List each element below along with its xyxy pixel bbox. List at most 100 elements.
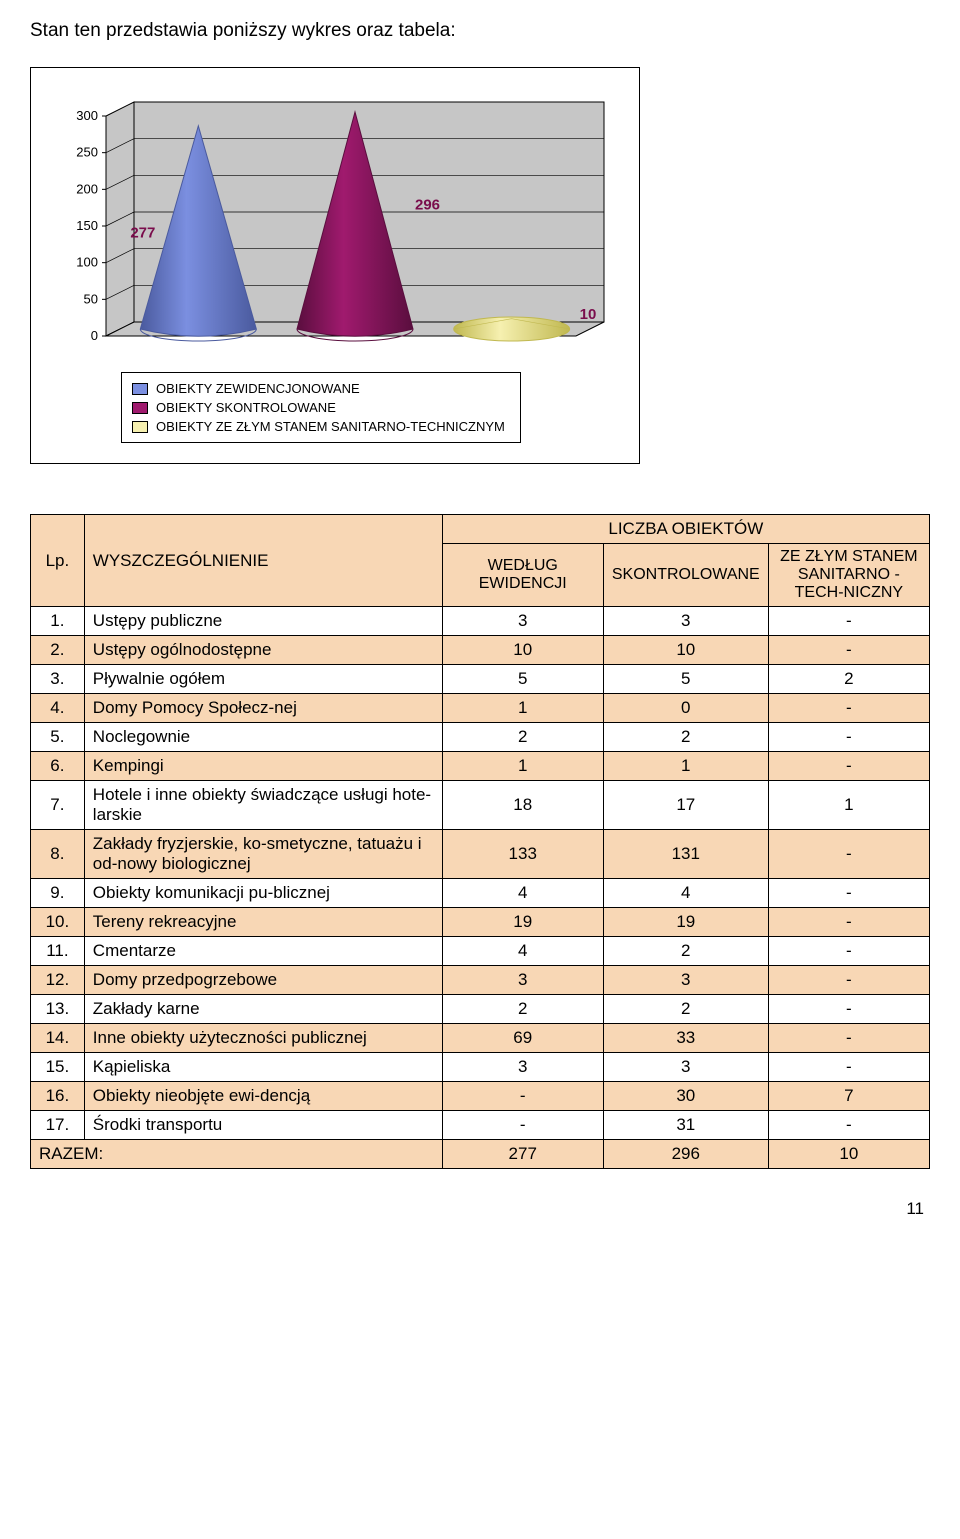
cell-value: - [768, 1024, 929, 1053]
chart-plot: 05010015020025030027729610 [51, 86, 611, 366]
svg-text:100: 100 [76, 255, 98, 270]
svg-text:300: 300 [76, 108, 98, 123]
cell-lp: 9. [31, 879, 85, 908]
legend-label: OBIEKTY ZEWIDENCJONOWANE [156, 381, 360, 396]
cell-value: 17 [603, 781, 768, 830]
cell-value: 1 [603, 752, 768, 781]
legend-swatch [132, 402, 148, 414]
cell-lp: 11. [31, 937, 85, 966]
cell-value: 3 [603, 966, 768, 995]
col-header-sub: SKONTROLOWANE [603, 544, 768, 607]
cell-lp: 13. [31, 995, 85, 1024]
cell-lp: 15. [31, 1053, 85, 1082]
table-row: 9.Obiekty komunikacji pu-blicznej44- [31, 879, 930, 908]
cell-value: - [768, 752, 929, 781]
cell-lp: 12. [31, 966, 85, 995]
legend-item: OBIEKTY ZE ZŁYM STANEM SANITARNO-TECHNIC… [132, 417, 510, 436]
cell-value: 69 [442, 1024, 603, 1053]
cell-value: 33 [603, 1024, 768, 1053]
cell-total-label: RAZEM: [31, 1140, 443, 1169]
cell-value: 131 [603, 830, 768, 879]
cell-name: Hotele i inne obiekty świadczące usługi … [84, 781, 442, 830]
table-row: 8.Zakłady fryzjerskie, ko-smetyczne, tat… [31, 830, 930, 879]
cell-name: Zakłady karne [84, 995, 442, 1024]
cell-value: - [768, 1111, 929, 1140]
cell-value: 3 [442, 1053, 603, 1082]
table-row: 10.Tereny rekreacyjne1919- [31, 908, 930, 937]
cell-value: 4 [442, 937, 603, 966]
legend-swatch [132, 383, 148, 395]
cell-name: Ustępy publiczne [84, 607, 442, 636]
cell-value: 3 [603, 607, 768, 636]
cell-lp: 2. [31, 636, 85, 665]
cell-lp: 8. [31, 830, 85, 879]
col-header-sub: WEDŁUG EWIDENCJI [442, 544, 603, 607]
cell-name: Ustępy ogólnodostępne [84, 636, 442, 665]
chart-container: 05010015020025030027729610 OBIEKTY ZEWID… [30, 67, 640, 464]
cell-value: 2 [768, 665, 929, 694]
cell-name: Kąpieliska [84, 1053, 442, 1082]
table-row: 11.Cmentarze42- [31, 937, 930, 966]
cell-name: Noclegownie [84, 723, 442, 752]
cell-value: 2 [442, 723, 603, 752]
table-row: 4.Domy Pomocy Społecz-nej10- [31, 694, 930, 723]
intro-text: Stan ten przedstawia poniższy wykres ora… [30, 20, 930, 42]
cell-value: 3 [603, 1053, 768, 1082]
svg-text:0: 0 [91, 328, 98, 343]
table-row: 1.Ustępy publiczne33- [31, 607, 930, 636]
cell-value: - [768, 830, 929, 879]
table-total-row: RAZEM:27729610 [31, 1140, 930, 1169]
cell-value: 10 [442, 636, 603, 665]
chart-svg: 05010015020025030027729610 [51, 86, 611, 366]
cell-value: 10 [603, 636, 768, 665]
table-row: 5.Noclegownie22- [31, 723, 930, 752]
svg-text:250: 250 [76, 145, 98, 160]
cell-value: 5 [603, 665, 768, 694]
cell-value: 31 [603, 1111, 768, 1140]
cell-value: - [442, 1111, 603, 1140]
cell-total-value: 10 [768, 1140, 929, 1169]
svg-text:200: 200 [76, 181, 98, 196]
table-row: 17.Środki transportu-31- [31, 1111, 930, 1140]
table-row: 15.Kąpieliska33- [31, 1053, 930, 1082]
cell-lp: 14. [31, 1024, 85, 1053]
cell-value: 30 [603, 1082, 768, 1111]
cell-value: 1 [442, 752, 603, 781]
table-row: 16.Obiekty nieobjęte ewi-dencją-307 [31, 1082, 930, 1111]
legend-item: OBIEKTY ZEWIDENCJONOWANE [132, 379, 510, 398]
cell-total-value: 296 [603, 1140, 768, 1169]
cell-value: - [768, 879, 929, 908]
table-row: 13.Zakłady karne22- [31, 995, 930, 1024]
cell-value: 7 [768, 1082, 929, 1111]
cell-value: 0 [603, 694, 768, 723]
cell-value: - [768, 937, 929, 966]
cell-lp: 5. [31, 723, 85, 752]
cell-value: - [768, 966, 929, 995]
col-header-liczba: LICZBA OBIEKTÓW [442, 515, 929, 544]
cell-value: - [768, 995, 929, 1024]
legend-label: OBIEKTY ZE ZŁYM STANEM SANITARNO-TECHNIC… [156, 419, 505, 434]
cell-value: - [768, 694, 929, 723]
cell-name: Cmentarze [84, 937, 442, 966]
cell-value: - [768, 908, 929, 937]
data-table: Lp.WYSZCZEGÓLNIENIELICZBA OBIEKTÓWWEDŁUG… [30, 514, 930, 1169]
cell-lp: 6. [31, 752, 85, 781]
cell-value: 4 [442, 879, 603, 908]
cell-value: 2 [603, 723, 768, 752]
svg-text:50: 50 [84, 291, 98, 306]
cell-name: Domy Pomocy Społecz-nej [84, 694, 442, 723]
svg-text:10: 10 [580, 306, 597, 323]
cell-value: 19 [442, 908, 603, 937]
cell-value: 18 [442, 781, 603, 830]
cell-value: 133 [442, 830, 603, 879]
cell-name: Kempingi [84, 752, 442, 781]
cell-value: 19 [603, 908, 768, 937]
col-header-sub: ZE ZŁYM STANEM SANITARNO - TECH-NICZNY [768, 544, 929, 607]
cell-value: 2 [442, 995, 603, 1024]
cell-name: Domy przedpogrzebowe [84, 966, 442, 995]
table-row: 14.Inne obiekty użyteczności publicznej6… [31, 1024, 930, 1053]
cell-value: 2 [603, 995, 768, 1024]
cell-name: Pływalnie ogółem [84, 665, 442, 694]
cell-lp: 17. [31, 1111, 85, 1140]
cell-name: Obiekty nieobjęte ewi-dencją [84, 1082, 442, 1111]
